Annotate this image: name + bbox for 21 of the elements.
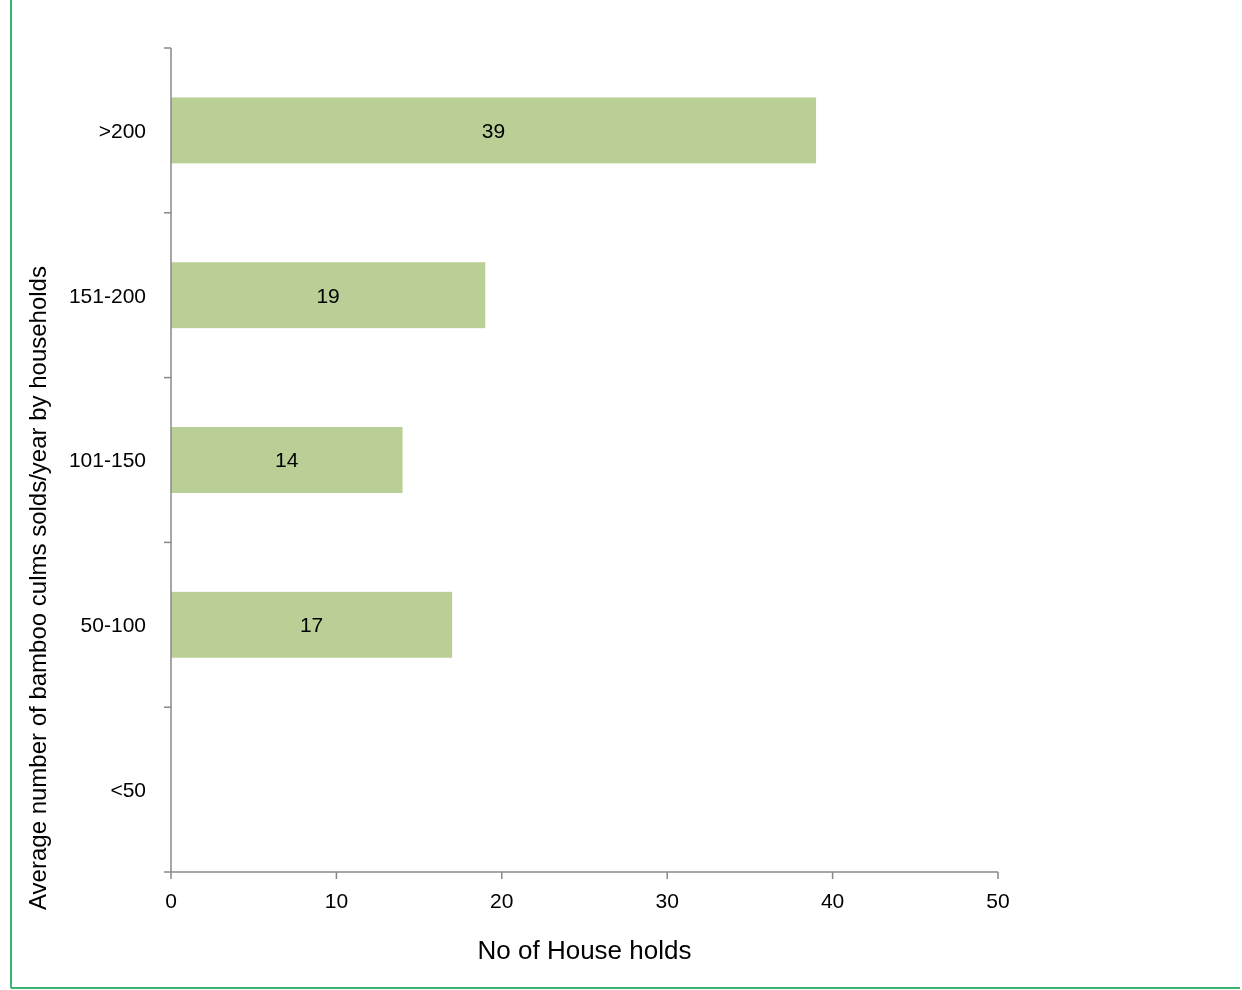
x-tick-label: 30 [655, 889, 679, 912]
bar [171, 427, 403, 493]
bar [171, 97, 817, 164]
x-tick-label: 10 [324, 889, 349, 912]
bar [171, 591, 453, 658]
data-label: 19 [316, 283, 340, 307]
x-axis-title: No of House holds [477, 935, 692, 965]
x-tick-label: 40 [820, 889, 845, 912]
x-tick-label: 20 [490, 889, 514, 912]
data-label: 17 [299, 613, 324, 637]
y-tick-label: 151-200 [68, 283, 146, 307]
bar [171, 262, 486, 329]
y-axis-title: Average number of bamboo culms solds/year by households [24, 266, 51, 910]
y-tick-label: >200 [98, 118, 146, 142]
y-tick-label: <50 [110, 777, 146, 801]
x-tick-label: 50 [986, 889, 1010, 912]
x-tick-label: 0 [165, 889, 177, 912]
y-tick-label: 50-100 [80, 613, 146, 637]
data-label: 14 [275, 448, 299, 472]
data-label: 39 [481, 118, 506, 142]
y-tick-label: 101-150 [68, 448, 146, 472]
